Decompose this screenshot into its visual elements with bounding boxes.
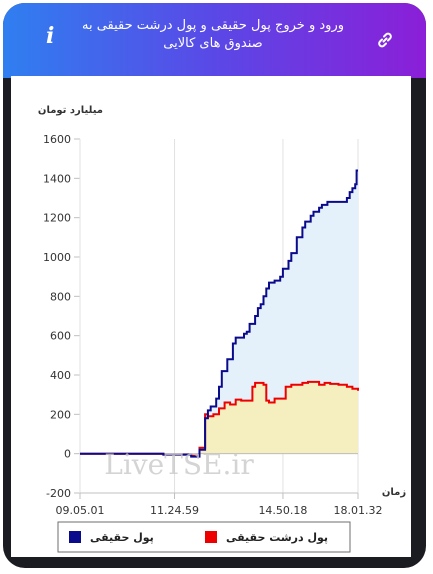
legend-label-1: پول درشت حقیقی xyxy=(226,531,328,544)
x-axis-label: زمان xyxy=(382,487,406,498)
series-area-1 xyxy=(80,381,358,456)
y-tick-label: 0 xyxy=(64,448,71,461)
series-line-0 xyxy=(80,169,358,458)
info-icon[interactable]: i xyxy=(46,23,55,49)
y-tick-label: 400 xyxy=(50,369,71,382)
legend-swatch-1 xyxy=(205,531,217,543)
chart-svg: -200 0 200 400 600 800 1000 1200 1400 1600 LiveTS… xyxy=(38,105,406,553)
x-tick-label: 11.24.59 xyxy=(150,504,199,517)
x-tick-label: 09.05.01 xyxy=(56,504,105,517)
y-tick-label: 600 xyxy=(50,330,71,343)
series-area-0 xyxy=(80,170,358,457)
chart-title: ورود و خروج پول حقیقی و پول درشت حقیقی ب… xyxy=(81,18,344,51)
legend-box xyxy=(57,521,351,553)
y-tick-label: 1400 xyxy=(43,172,71,185)
y-axis: -200 0 200 400 600 800 1000 1200 1400 1600 xyxy=(43,133,81,500)
watermark-text: LiveTSE.ir xyxy=(104,448,254,481)
y-tick-label: 1200 xyxy=(43,212,71,225)
y-axis-label: میلیارد تومان xyxy=(38,105,103,116)
legend-swatch-0 xyxy=(69,531,81,543)
card-header: i ورود و خروج پول حقیقی و پول درشت حقیقی… xyxy=(3,3,426,78)
y-tick-label: 200 xyxy=(50,408,71,421)
area-fills xyxy=(80,170,358,457)
link-icon[interactable] xyxy=(376,31,394,49)
x-tick-label: 14.50.18 xyxy=(258,504,307,517)
y-tick-label: 1000 xyxy=(43,251,71,264)
y-tick-label: -200 xyxy=(46,487,71,500)
x-axis: 09.05.01 11.24.59 14.50.18 18.01.32 xyxy=(56,492,383,517)
y-tick-label: 800 xyxy=(50,290,71,303)
chart-card: i ورود و خروج پول حقیقی و پول درشت حقیقی… xyxy=(3,3,426,568)
x-tick-label: 18.01.32 xyxy=(334,504,383,517)
chart-panel: -200 0 200 400 600 800 1000 1200 1400 1600 LiveTS… xyxy=(11,76,411,557)
series-lines xyxy=(80,169,359,458)
legend: پول حقیقی پول درشت حقیقی xyxy=(57,521,351,553)
legend-label-0: پول حقیقی xyxy=(90,531,154,544)
y-tick-label: 1600 xyxy=(43,133,71,146)
